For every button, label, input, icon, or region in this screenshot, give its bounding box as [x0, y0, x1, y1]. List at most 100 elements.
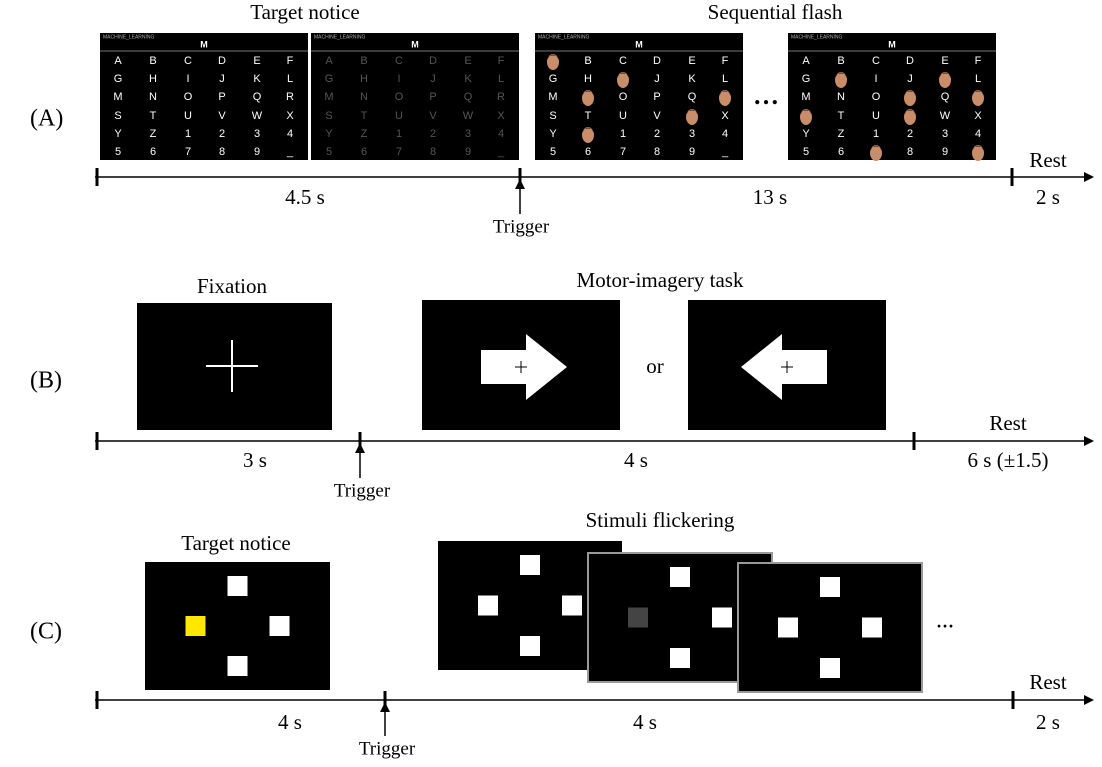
speller-char: D — [429, 55, 437, 67]
speller-char: Z — [361, 128, 368, 140]
speller-char: L — [722, 73, 728, 85]
speller-char: R — [286, 91, 294, 103]
speller-char: 6 — [585, 146, 591, 158]
phase-title: Sequential flash — [708, 0, 843, 24]
speller-char: W — [463, 110, 474, 122]
speller-char: 6 — [838, 146, 844, 158]
speller-char: P — [653, 91, 660, 103]
speller-char: U — [872, 110, 880, 122]
speller-char: C — [395, 55, 403, 67]
speller-char: Y — [549, 128, 557, 140]
speller-char: U — [619, 110, 627, 122]
speller-char: 8 — [430, 146, 436, 158]
stimulus-square — [270, 616, 290, 636]
speller-char: B — [360, 55, 367, 67]
phase-title: Target notice — [250, 0, 360, 24]
speller-char: T — [150, 110, 157, 122]
speller-char: L — [287, 73, 293, 85]
speller-char: G — [114, 73, 123, 85]
speller-char: B — [837, 55, 844, 67]
speller-screen — [100, 33, 308, 160]
speller-char: 2 — [907, 128, 913, 140]
speller-char: 6 — [150, 146, 156, 158]
speller-char: V — [218, 110, 226, 122]
speller-char: A — [325, 55, 333, 67]
stimulus-square — [520, 555, 540, 575]
face-icon — [904, 90, 916, 106]
speller-screen — [311, 33, 519, 160]
speller-char: D — [653, 55, 661, 67]
speller-char: U — [395, 110, 403, 122]
speller-char: P — [429, 91, 436, 103]
speller-char: S — [325, 110, 332, 122]
phase-title: Target notice — [181, 531, 291, 555]
speller-char: A — [802, 55, 810, 67]
phase-title: Stimuli flickering — [586, 508, 735, 532]
speller-char: Q — [464, 91, 473, 103]
face-icon — [582, 127, 594, 143]
face-icon — [870, 145, 882, 161]
speller-char: 1 — [185, 128, 191, 140]
speller-char: R — [497, 91, 505, 103]
speller-char: J — [430, 73, 436, 85]
speller-char: 4 — [722, 128, 728, 140]
speller-header: MACHINE_LEARNING — [314, 34, 366, 40]
face-icon — [904, 109, 916, 125]
speller-char: O — [184, 91, 193, 103]
speller-char: Z — [150, 128, 157, 140]
trigger-label: Trigger — [334, 480, 391, 501]
speller-char: 8 — [219, 146, 225, 158]
speller-char: 3 — [254, 128, 260, 140]
speller-char: G — [549, 73, 558, 85]
speller-char: M — [113, 91, 122, 103]
speller-char: F — [287, 55, 294, 67]
speller-char: Z — [838, 128, 845, 140]
duration: 4.5 s — [285, 185, 325, 209]
speller-char: _ — [721, 146, 729, 158]
speller-char: 7 — [185, 146, 191, 158]
panel-label: (C) — [30, 619, 62, 645]
speller-char: 3 — [465, 128, 471, 140]
speller-char: 1 — [396, 128, 402, 140]
speller-char: Y — [114, 128, 122, 140]
speller-char: N — [360, 91, 368, 103]
duration: 4 s — [624, 448, 648, 472]
speller-char: E — [464, 55, 471, 67]
speller-char: T — [585, 110, 592, 122]
speller-char: _ — [286, 146, 294, 158]
speller-header: MACHINE_LEARNING — [103, 34, 155, 40]
stimulus-square — [228, 656, 248, 676]
speller-char: I — [397, 73, 400, 85]
speller-char: K — [253, 73, 261, 85]
duration: 13 s — [753, 185, 787, 209]
stimulus-square — [820, 658, 840, 678]
speller-char: X — [721, 110, 729, 122]
duration: 3 s — [243, 448, 267, 472]
panel-label: (B) — [30, 368, 62, 394]
speller-char: J — [907, 73, 913, 85]
duration: 4 s — [278, 710, 302, 734]
stimulus-square — [562, 596, 582, 616]
face-icon — [582, 90, 594, 106]
speller-char: N — [837, 91, 845, 103]
speller-screen — [535, 33, 743, 160]
speller-char: J — [654, 73, 660, 85]
speller-char: 9 — [942, 146, 948, 158]
speller-char: Q — [253, 91, 262, 103]
speller-char: A — [114, 55, 122, 67]
speller-char: O — [395, 91, 404, 103]
speller-char: B — [584, 55, 591, 67]
face-icon — [686, 109, 698, 125]
speller-char: E — [941, 55, 948, 67]
phase-title: Motor-imagery task — [577, 268, 744, 292]
speller-char: M — [548, 91, 557, 103]
speller-char: E — [688, 55, 695, 67]
speller-char: N — [149, 91, 157, 103]
speller-char: 2 — [654, 128, 660, 140]
face-icon — [617, 72, 629, 88]
face-icon — [939, 72, 951, 88]
face-icon — [835, 72, 847, 88]
speller-char: B — [149, 55, 156, 67]
speller-char: 5 — [550, 146, 556, 158]
stimulus-square — [670, 567, 690, 587]
